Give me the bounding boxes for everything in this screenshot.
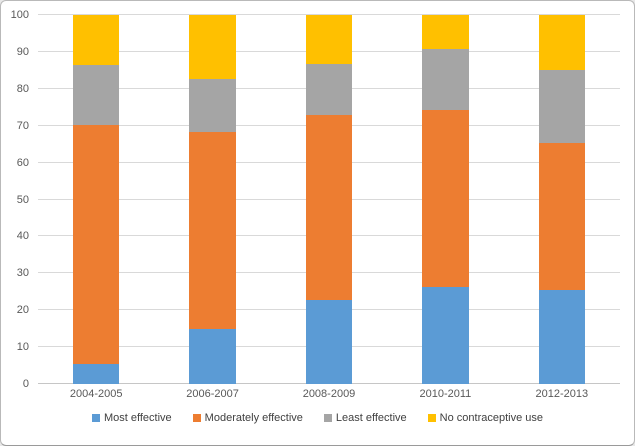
legend-swatch-icon <box>427 414 436 422</box>
legend-item: Most effective <box>92 412 172 424</box>
y-tick-label: 0 <box>22 378 29 390</box>
gridline <box>38 14 620 15</box>
x-category-label: 2010-2011 <box>419 388 472 400</box>
legend-label: Moderately effective <box>204 412 303 424</box>
x-category-label: 2012-2013 <box>535 388 589 400</box>
legend-label: Least effective <box>335 412 407 424</box>
bar-segment <box>305 64 353 116</box>
bar-segment <box>189 15 236 79</box>
y-axis: 0 10 20 30 40 50 60 70 80 90 100 <box>1 9 33 390</box>
legend-item: Least effective <box>323 412 407 424</box>
y-tick-label: 80 <box>16 82 29 95</box>
y-tick-label: 60 <box>16 156 29 169</box>
bar-segment <box>422 49 469 110</box>
bar-segment <box>72 364 120 384</box>
bar-segment <box>538 142 586 291</box>
legend: Most effective Moderately effective Least … <box>1 412 634 424</box>
x-axis: 2004-2005 2006-2007 2008-2009 2010-2011 2012… <box>38 388 620 404</box>
stacked-bar-2004-2005 <box>72 15 120 384</box>
x-category-label: 2008-2009 <box>302 388 356 400</box>
bar-segment <box>189 329 236 384</box>
stacked-bar-2010-2011 <box>422 15 469 384</box>
y-tick-label: 100 <box>10 9 29 21</box>
bar-segment <box>72 124 120 365</box>
legend-label: Most effective <box>104 412 172 424</box>
legend-swatch-icon <box>192 414 201 422</box>
stacked-bar-2012-2013 <box>538 15 586 384</box>
bar-segment <box>422 287 469 384</box>
y-tick-label: 40 <box>16 230 29 243</box>
legend-swatch-icon <box>92 414 100 422</box>
y-tick-label: 20 <box>16 304 29 317</box>
bar-segment <box>72 64 120 125</box>
bar-segment <box>305 15 353 65</box>
y-tick-label: 30 <box>16 267 29 280</box>
x-category-label: 2006-2007 <box>186 388 239 400</box>
bar-segment <box>305 115 353 300</box>
bar-segment <box>189 131 236 330</box>
legend-swatch-icon <box>323 414 332 422</box>
x-category-label: 2004-2005 <box>69 388 123 400</box>
stacked-bar-2008-2009 <box>305 15 353 384</box>
y-tick-label: 50 <box>16 193 29 206</box>
bar-segment <box>72 15 120 65</box>
legend-item: Moderately effective <box>192 412 303 424</box>
y-tick-label: 10 <box>16 341 29 354</box>
bar-segment <box>189 78 236 132</box>
bar-segment <box>422 15 469 50</box>
bar-segment <box>538 290 586 384</box>
stacked-bar-2006-2007 <box>189 15 236 384</box>
bar-segment <box>305 299 353 384</box>
y-tick-label: 70 <box>16 119 29 132</box>
bar-segment <box>538 69 586 143</box>
bar-segment <box>422 109 469 288</box>
bar-segment <box>538 15 586 70</box>
plot-area <box>38 14 620 384</box>
y-tick-label: 90 <box>16 45 29 58</box>
legend-item: No contraceptive use <box>427 412 543 424</box>
legend-label: No contraceptive use <box>439 412 543 424</box>
